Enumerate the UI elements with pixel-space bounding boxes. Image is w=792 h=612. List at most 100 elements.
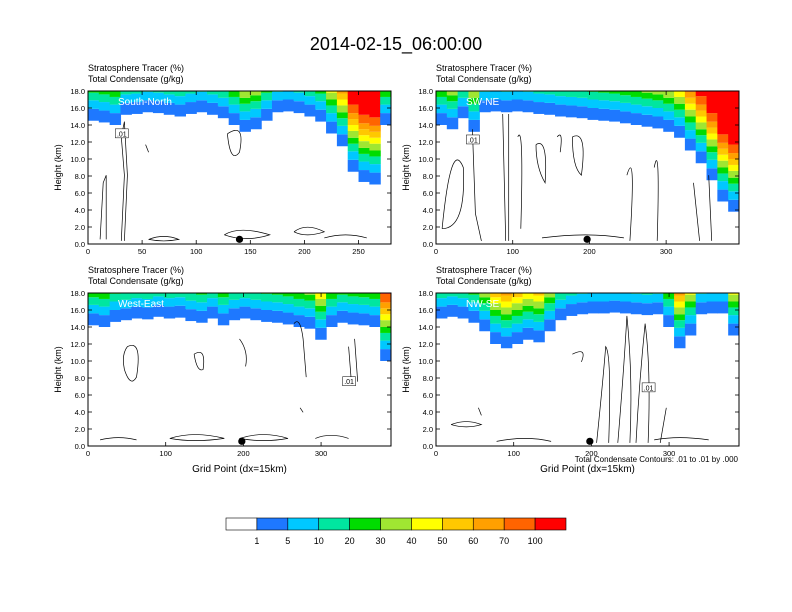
tracer-cell [436, 104, 448, 114]
location-marker [583, 235, 591, 243]
tracer-cell [684, 116, 697, 123]
tracer-cell [196, 294, 208, 303]
y-tick-label: 8.0 [75, 172, 85, 181]
tracer-cell [120, 299, 132, 309]
tracer-cell [446, 296, 459, 305]
tracer-cell [120, 308, 132, 321]
y-tick-label: 10.0 [70, 357, 85, 366]
y-tick-label: 14.0 [70, 323, 85, 332]
tracer-cell [336, 302, 349, 311]
colorbar-label: 5 [285, 536, 290, 546]
tracer-cell [185, 309, 197, 322]
tracer-cell [380, 320, 391, 327]
tracer-cell [619, 293, 632, 302]
tracer-cell [336, 310, 349, 323]
tracer-cell [684, 307, 697, 316]
tracer-cell [217, 91, 230, 98]
condensate-contour [239, 434, 289, 441]
tracer-cell [674, 125, 686, 138]
tracer-cell [641, 303, 654, 316]
tracer-cell [446, 91, 459, 96]
tracer-cell [326, 298, 338, 307]
tracer-cell [380, 302, 391, 309]
colorbar-swatch [256, 517, 289, 531]
tracer-cell [663, 91, 675, 98]
location-marker [235, 235, 244, 243]
y-tick-label: 4.0 [423, 408, 433, 417]
tracer-cell [250, 91, 262, 96]
tracer-cell [109, 104, 122, 114]
tracer-cell [347, 159, 360, 172]
y-tick-label: 2.0 [423, 223, 433, 232]
tracer-cell [436, 96, 448, 105]
tracer-cell [185, 293, 197, 301]
y-tick-label: 8.0 [423, 172, 433, 181]
tracer-cell [142, 293, 154, 299]
tracer-cell [479, 310, 491, 320]
plot-frame [87, 90, 392, 245]
x-tick-label: 200 [237, 449, 250, 458]
tracer-cell [717, 293, 729, 302]
tracer-cell [326, 113, 338, 122]
tracer-cell [282, 312, 295, 325]
tracer-cell [131, 93, 143, 103]
tracer-cell [369, 164, 381, 173]
tracer-cell [239, 91, 251, 98]
tracer-cell [565, 295, 578, 305]
panel-label: South-North [118, 97, 172, 108]
y-tick-label: 14.0 [418, 323, 433, 332]
tracer-cell [500, 314, 513, 321]
x-tick-label: 100 [159, 449, 172, 458]
tracer-cell [369, 131, 381, 138]
tracer-cell [304, 104, 316, 117]
tracer-cell [347, 296, 360, 305]
tracer-cell [544, 303, 556, 311]
tracer-cell [228, 96, 241, 105]
tracer-cell [468, 111, 480, 120]
condensate-contour [653, 160, 659, 241]
y-tick-label: 12.0 [70, 138, 85, 147]
tracer-cell [717, 173, 729, 182]
tracer-cell [695, 91, 708, 97]
tracer-cell [717, 160, 729, 168]
tracer-cell [684, 294, 697, 302]
tracer-cell [163, 94, 176, 103]
tracer-cell [598, 293, 610, 302]
tracer-cell [358, 91, 370, 115]
tracer-cell [88, 293, 100, 298]
tracer-cell [239, 103, 251, 112]
tracer-cell [728, 91, 739, 145]
tracer-cell [728, 164, 739, 171]
tracer-cell [717, 301, 729, 314]
tracer-cell [490, 91, 502, 100]
tracer-cell [609, 293, 621, 301]
tracer-cell [261, 91, 273, 93]
tracer-cell [98, 91, 111, 95]
y-tick-label: 16.0 [418, 306, 433, 315]
tracer-cell [641, 92, 654, 99]
tracer-cell [228, 104, 241, 114]
y-tick-label: 14.0 [418, 121, 433, 130]
tracer-cell [728, 191, 739, 200]
tracer-cell [619, 102, 632, 112]
tracer-cell [250, 308, 262, 321]
tracer-cell [706, 113, 718, 122]
x-tick-label: 0 [434, 449, 438, 458]
panel-title-tracer: Stratosphere Tracer (%) [88, 63, 184, 73]
tracer-cell [544, 91, 556, 95]
tracer-cell [304, 300, 316, 309]
tracer-cell [358, 170, 370, 182]
tracer-cell [261, 108, 273, 121]
tracer-cell [533, 314, 545, 322]
tracer-cell [120, 91, 132, 95]
y-tick-label: 0.0 [75, 240, 85, 249]
tracer-cell [684, 103, 697, 110]
y-tick-label: 6.0 [75, 391, 85, 400]
tracer-cell [598, 100, 610, 109]
tracer-cell [544, 319, 556, 332]
tracer-cell [120, 94, 132, 103]
tracer-cell [152, 304, 165, 317]
panel-title-tracer: Stratosphere Tracer (%) [436, 63, 532, 73]
tracer-cell [663, 315, 675, 327]
